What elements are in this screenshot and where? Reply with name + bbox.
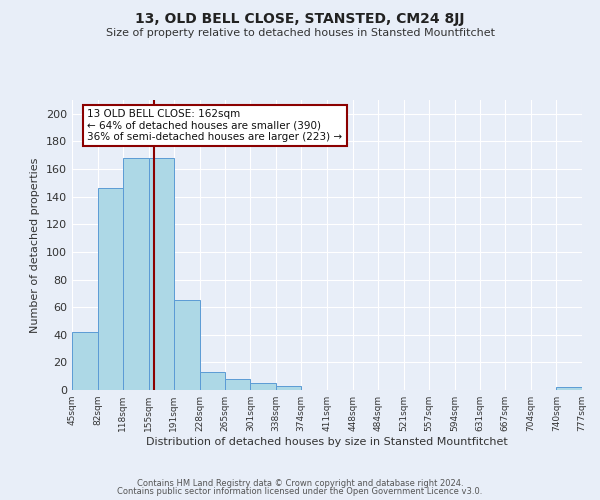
Bar (174, 300, 199, 390)
Bar (98, 188, 123, 390)
Text: 13 OLD BELL CLOSE: 162sqm
← 64% of detached houses are smaller (390)
36% of semi: 13 OLD BELL CLOSE: 162sqm ← 64% of detac… (88, 108, 343, 142)
Bar (123, 158, 149, 390)
X-axis label: Distribution of detached houses by size in Stansted Mountfitchet: Distribution of detached houses by size … (146, 437, 508, 447)
Text: Contains HM Land Registry data © Crown copyright and database right 2024.: Contains HM Land Registry data © Crown c… (137, 478, 463, 488)
Bar (556, 387, 582, 390)
Bar (276, 386, 301, 390)
Text: Contains public sector information licensed under the Open Government Licence v3: Contains public sector information licen… (118, 487, 482, 496)
Text: 13, OLD BELL CLOSE, STANSTED, CM24 8JJ: 13, OLD BELL CLOSE, STANSTED, CM24 8JJ (135, 12, 465, 26)
Text: Size of property relative to detached houses in Stansted Mountfitchet: Size of property relative to detached ho… (106, 28, 494, 38)
Bar (225, 379, 250, 390)
Y-axis label: Number of detached properties: Number of detached properties (31, 158, 40, 332)
Bar (199, 372, 225, 390)
Bar (250, 383, 276, 390)
Bar (149, 158, 174, 390)
Bar (72, 332, 98, 390)
